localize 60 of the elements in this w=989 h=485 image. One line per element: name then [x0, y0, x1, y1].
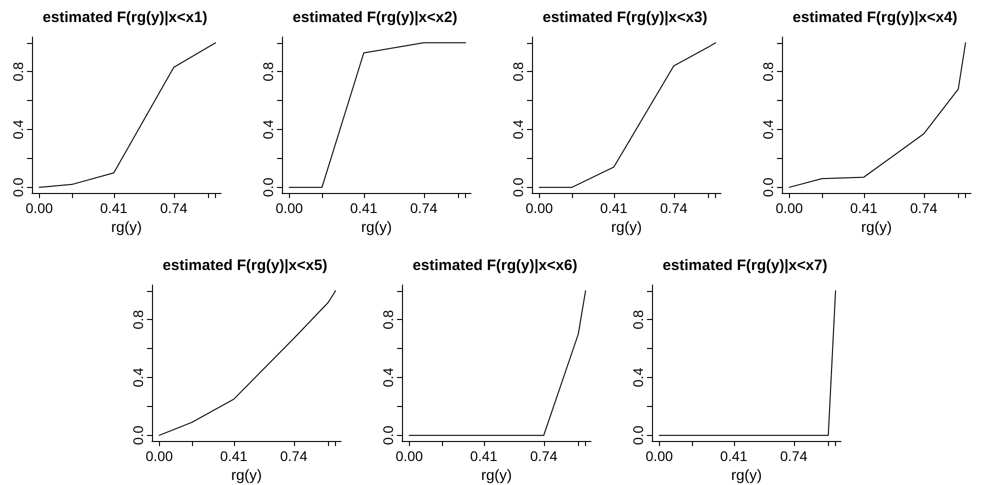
y-tick-label: 0.8 [260, 62, 276, 82]
chart-title: estimated F(rg(y)|x<x1) [42, 9, 208, 26]
y-tick-label: 0.0 [260, 177, 276, 198]
y-tick-label: 0.4 [380, 368, 396, 388]
x-tick-label: 0.74 [160, 200, 188, 216]
x-tick-label: 0.74 [530, 448, 558, 464]
x-tick-label: 0.41 [470, 448, 498, 464]
x-tick-label: 0.41 [850, 200, 878, 216]
y-tick-label: 0.8 [760, 62, 776, 82]
x-tick-label: 0.00 [526, 200, 554, 216]
chart-title: estimated F(rg(y)|x<x3) [542, 9, 708, 26]
x-tick-label: 0.00 [146, 448, 174, 464]
y-tick-label: 0.4 [760, 120, 776, 140]
line-series [38, 42, 216, 188]
x-axis-title: rg(y) [611, 219, 642, 236]
x-tick-label: 0.00 [776, 200, 804, 216]
y-tick-label: 0.4 [130, 368, 146, 388]
x-axis-title: rg(y) [231, 467, 262, 484]
x-tick-label: 0.41 [220, 448, 248, 464]
x-tick-label: 0.74 [410, 200, 438, 216]
y-tick-label: 0.0 [510, 177, 526, 198]
y-tick-label: 0.4 [630, 368, 646, 388]
x-axis-title: rg(y) [361, 219, 392, 236]
y-tick-label: 0.0 [630, 425, 646, 446]
y-tick-label: 0.8 [510, 62, 526, 82]
x-tick-label: 0.00 [646, 448, 674, 464]
x-axis-title: rg(y) [111, 219, 142, 236]
y-tick-label: 0.8 [630, 310, 646, 330]
y-tick-label: 0.0 [380, 425, 396, 446]
y-tick-label: 0.8 [380, 310, 396, 330]
x-tick-label: 0.00 [276, 200, 304, 216]
y-tick-label: 0.4 [260, 120, 276, 140]
y-tick-label: 0.0 [760, 177, 776, 198]
line-series [788, 42, 966, 188]
chart-title: estimated F(rg(y)|x<x4) [792, 9, 958, 26]
chart-title: estimated F(rg(y)|x<x2) [292, 9, 458, 26]
x-axis-title: rg(y) [731, 467, 762, 484]
y-tick-label: 0.0 [130, 425, 146, 446]
x-tick-label: 0.00 [26, 200, 54, 216]
chart-title: estimated F(rg(y)|x<x5) [162, 257, 328, 274]
chart-title: estimated F(rg(y)|x<x6) [412, 257, 578, 274]
x-tick-label: 0.74 [780, 448, 808, 464]
x-tick-label: 0.00 [396, 448, 424, 464]
y-tick-label: 0.0 [10, 177, 26, 198]
x-axis-title: rg(y) [481, 467, 512, 484]
line-series [158, 290, 336, 436]
x-tick-label: 0.41 [100, 200, 128, 216]
x-tick-label: 0.74 [280, 448, 308, 464]
y-tick-label: 0.4 [510, 120, 526, 140]
x-tick-label: 0.74 [660, 200, 688, 216]
x-tick-label: 0.41 [600, 200, 628, 216]
y-tick-label: 0.4 [10, 120, 26, 140]
x-tick-label: 0.41 [350, 200, 378, 216]
x-tick-label: 0.74 [910, 200, 938, 216]
x-axis-title: rg(y) [861, 219, 892, 236]
y-tick-label: 0.8 [10, 62, 26, 82]
y-tick-label: 0.8 [130, 310, 146, 330]
x-tick-label: 0.41 [720, 448, 748, 464]
line-series [538, 42, 716, 188]
chart-title: estimated F(rg(y)|x<x7) [662, 257, 828, 274]
